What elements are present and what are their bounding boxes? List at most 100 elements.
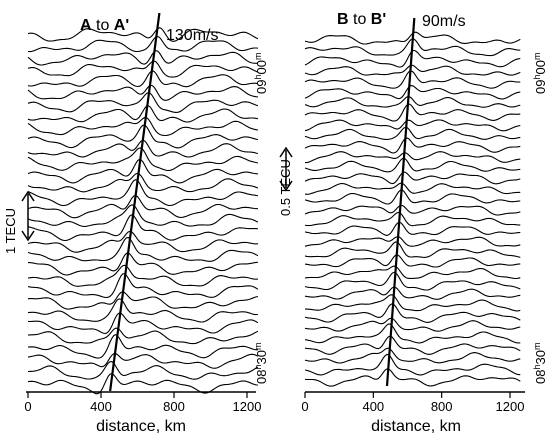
panel-b-trace xyxy=(304,171,521,185)
panel-a-trace xyxy=(27,214,258,242)
panel-b-time-bottom-hours: 08 xyxy=(533,370,548,384)
panel-a-speed-label: 130m/s xyxy=(166,27,218,44)
panel-a-tick-label: 400 xyxy=(90,399,112,414)
panel-b-trace xyxy=(304,64,521,76)
panel-a-time-top: 09h00m xyxy=(253,53,269,94)
panel-a-trace xyxy=(27,124,259,149)
panel-a-trace xyxy=(27,84,258,101)
panel-a-trace xyxy=(27,204,259,227)
panel-b-trace xyxy=(304,70,521,89)
panel-b-trace xyxy=(305,151,521,164)
panel-b-scale-bar: 0.5 TECU xyxy=(278,146,293,216)
panel-b-trace xyxy=(304,137,521,154)
panel-b-title-end: B' xyxy=(371,11,386,28)
panel-b-title: B to B' xyxy=(337,11,386,28)
panel-b-time-top-h: h xyxy=(532,75,542,80)
panel-a-time-top-h: h xyxy=(253,75,263,80)
panel-b-trace xyxy=(304,265,521,280)
panel-b-x-label: distance, km xyxy=(371,418,461,435)
panel-b-title-start: B xyxy=(337,11,349,28)
panel-a-x-label: distance, km xyxy=(96,418,186,435)
panel-b-time-bottom: 08h30m xyxy=(532,343,548,384)
panel-b-tick-label: 1200 xyxy=(496,399,525,414)
panel-b-time-bottom-m: m xyxy=(532,343,542,351)
panel-b-trace xyxy=(304,157,521,173)
panel-b-trace xyxy=(305,294,521,312)
panel-a-trace xyxy=(27,194,258,219)
panel-b-tick-label: 0 xyxy=(301,399,308,414)
panel-b-front-line xyxy=(385,17,416,387)
panel-b-trace xyxy=(304,211,521,227)
panel-b-trace xyxy=(304,286,521,300)
panel-a-trace xyxy=(27,50,258,66)
panel-a-title-start: A xyxy=(80,17,92,34)
panel-b-title-mid: to xyxy=(349,11,371,28)
panel-a-front-line xyxy=(109,12,161,392)
panel-a-trace xyxy=(27,116,259,137)
panel-a-scale-arrow-up xyxy=(21,190,35,202)
panel-a-trace xyxy=(27,105,258,123)
panel-a-trace xyxy=(28,252,258,276)
panel-a-trace xyxy=(27,373,258,395)
panel-a-trace xyxy=(27,179,259,207)
panel-b-speed-label: 90m/s xyxy=(422,13,466,30)
panel-b-trace xyxy=(304,353,521,376)
panel-b-trace xyxy=(304,347,521,364)
panel-b-time-bottom-h: h xyxy=(532,365,542,370)
panel-b-trace xyxy=(304,85,521,100)
panel-b-trace xyxy=(304,96,521,108)
panel-a-trace xyxy=(27,35,258,53)
panel-b-time-top-minutes: 00 xyxy=(533,60,548,74)
panel-b-trace xyxy=(304,303,521,323)
panel-a-trace xyxy=(27,147,259,172)
panel-a: A to A' 130m/s 09h00m 08h30m 1 TECU 0 400… xyxy=(3,12,269,435)
panel-a-tick-label: 1200 xyxy=(233,399,262,414)
panel-a-time-top-hours: 09 xyxy=(254,80,269,94)
panel-a-trace xyxy=(27,291,259,310)
panel-a-time-top-minutes: 00 xyxy=(254,60,269,74)
panel-b-scale-label: 0.5 TECU xyxy=(278,159,293,216)
panel-b-ticks: 0 400 800 1200 xyxy=(301,392,524,414)
panel-a-title: A to A' xyxy=(80,17,129,34)
panel-a-scale-bar: 1 TECU xyxy=(3,190,35,254)
panel-b-trace xyxy=(304,241,521,258)
panel-b-tick-label: 400 xyxy=(362,399,384,414)
panel-a-trace xyxy=(27,172,259,193)
panel-a-tick-label: 800 xyxy=(163,399,185,414)
panel-a-trace xyxy=(27,312,259,335)
panel-a-trace xyxy=(27,60,259,78)
panel-a-scale-arrow-down xyxy=(21,230,35,242)
panel-a-trace xyxy=(27,264,258,287)
panel-b-trace xyxy=(304,323,521,344)
panel-b-trace xyxy=(304,103,521,122)
panel-a-trace xyxy=(27,361,259,380)
panel-a-ticks: 0 400 800 1200 xyxy=(24,392,261,414)
panel-a-trace xyxy=(27,237,259,262)
panel-b-trace xyxy=(304,182,521,195)
panel-a-time-bottom-m: m xyxy=(253,343,263,351)
panel-b-trace xyxy=(304,236,521,247)
panel-b-trace xyxy=(304,368,521,387)
panel-a-tick-label: 0 xyxy=(24,399,31,414)
panel-a-time-bottom-minutes: 30 xyxy=(254,350,269,364)
panel-a-trace xyxy=(27,327,259,345)
panel-b-trace xyxy=(304,335,521,355)
panel-b-trace xyxy=(304,221,521,236)
panel-b-trace xyxy=(304,271,521,291)
panel-a-trace xyxy=(27,70,258,88)
panel-b-time-bottom-minutes: 30 xyxy=(533,350,548,364)
panel-b-trace xyxy=(304,119,521,132)
panel-a-trace xyxy=(27,158,258,184)
panel-a-title-end: A' xyxy=(114,17,129,34)
panel-a-trace xyxy=(27,334,258,359)
panel-a-trace xyxy=(27,27,259,42)
panel-b: B to B' 90m/s 09h00m 08h30m 0.5 TECU 0 40… xyxy=(278,11,548,435)
panel-a-trace xyxy=(27,230,258,253)
panel-b-scale-arrow-up xyxy=(279,146,293,158)
panel-a-trace xyxy=(27,298,258,323)
panel-b-scale-arrow-down xyxy=(279,180,293,192)
panel-b-trace xyxy=(304,126,521,140)
panel-a-time-bottom: 08h30m xyxy=(253,343,269,384)
panel-b-trace xyxy=(304,204,521,216)
panel-b-trace xyxy=(304,317,521,332)
